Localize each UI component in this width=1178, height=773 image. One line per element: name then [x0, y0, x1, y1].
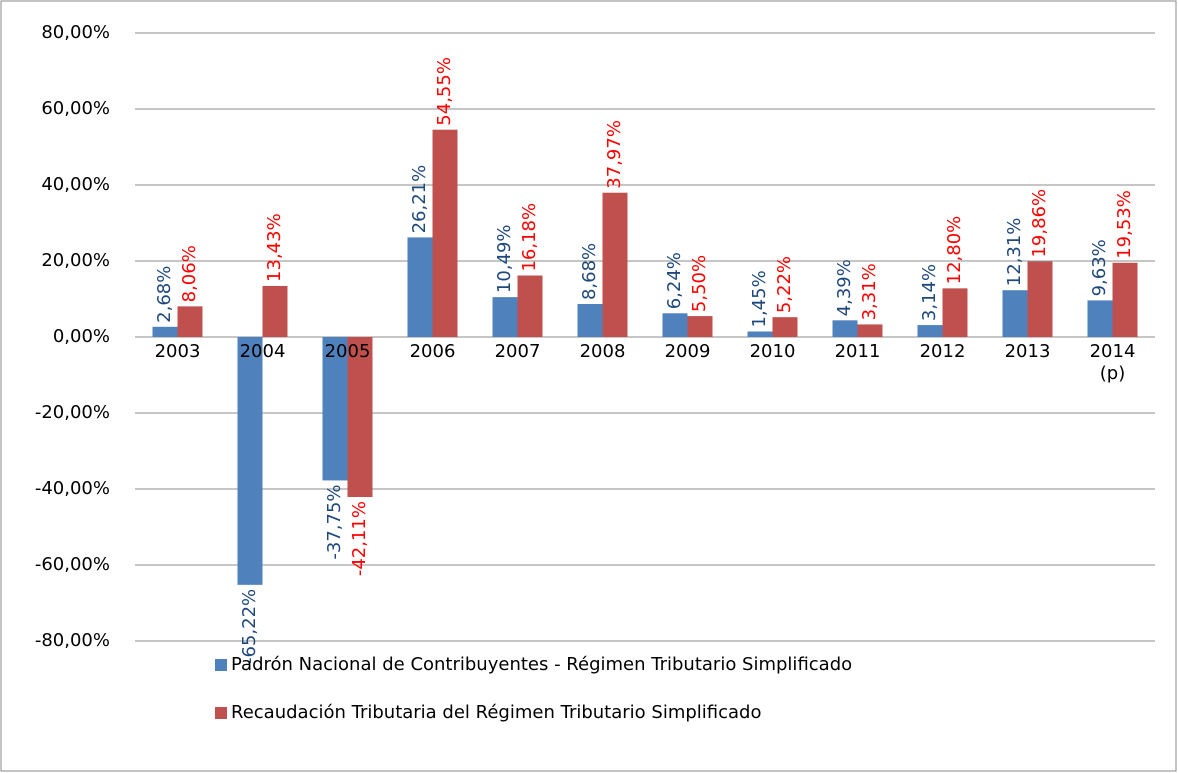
y-tick-label: 60,00%	[41, 98, 110, 119]
legend-swatch	[215, 707, 227, 719]
y-tick-label: -80,00%	[35, 630, 110, 651]
value-label: 6,24%	[664, 252, 685, 309]
value-label: 4,39%	[834, 259, 855, 316]
x-tick-label: 2012	[919, 341, 966, 362]
value-label: 9,63%	[1089, 239, 1110, 296]
bar	[1027, 261, 1053, 337]
bar	[577, 304, 603, 337]
bar	[747, 331, 773, 337]
bar	[237, 337, 263, 585]
x-tick-label: 2013	[1004, 341, 1051, 362]
legend-label: Recaudación Tributaria del Régimen Tribu…	[231, 702, 762, 723]
bar	[492, 297, 518, 337]
y-tick-label: 0,00%	[53, 326, 110, 347]
y-tick-label: 20,00%	[41, 250, 110, 271]
value-label: 5,50%	[689, 255, 710, 312]
y-tick-label: -40,00%	[35, 478, 110, 499]
y-tick-label: -60,00%	[35, 554, 110, 575]
bar	[832, 320, 858, 337]
legend-label: Padrón Nacional de Contribuyentes - Régi…	[231, 654, 852, 675]
legend-swatch	[215, 659, 227, 671]
value-label: 37,97%	[604, 120, 625, 189]
value-label: -37,75%	[324, 484, 345, 559]
y-tick-label: 80,00%	[41, 22, 110, 43]
value-label: 54,55%	[434, 57, 455, 126]
x-tick-label: 2004	[239, 341, 286, 362]
value-label: 3,31%	[859, 263, 880, 320]
value-label: 16,18%	[519, 203, 540, 272]
bar	[152, 326, 178, 337]
x-tick-label: 2008	[579, 341, 626, 362]
bar	[917, 325, 943, 337]
bar	[772, 317, 798, 337]
value-label: 8,68%	[579, 243, 600, 300]
bar	[177, 306, 203, 337]
x-tick-label: 2003	[154, 341, 201, 362]
bar	[602, 192, 628, 337]
x-tick-label: 2005	[324, 341, 371, 362]
value-label: 12,31%	[1004, 218, 1025, 287]
bar	[942, 288, 968, 337]
value-label: 19,86%	[1029, 189, 1050, 258]
value-label: 3,14%	[919, 264, 940, 321]
bar	[1087, 300, 1113, 337]
y-tick-label: 40,00%	[41, 174, 110, 195]
y-tick-label: -20,00%	[35, 402, 110, 423]
x-tick-label: 2006	[409, 341, 456, 362]
value-label: 8,06%	[179, 245, 200, 302]
bar	[857, 324, 883, 337]
value-label: 1,45%	[749, 270, 770, 327]
bar	[687, 316, 713, 337]
value-label: -42,11%	[349, 501, 370, 576]
value-label: 5,22%	[774, 256, 795, 313]
bar	[407, 237, 433, 337]
x-tick-label: 2007	[494, 341, 541, 362]
bar	[517, 275, 543, 337]
value-label: 2,68%	[154, 266, 175, 323]
x-tick-label: 2009	[664, 341, 711, 362]
x-tick-label: 2010	[749, 341, 796, 362]
bar	[262, 285, 288, 337]
bar	[322, 337, 348, 481]
bar	[347, 337, 373, 498]
x-tick-label: 2011	[834, 341, 881, 362]
value-label: 10,49%	[494, 224, 515, 293]
value-label: -65,22%	[239, 589, 260, 664]
value-label: 26,21%	[409, 165, 430, 234]
value-label: 12,80%	[944, 216, 965, 285]
value-label: 19,53%	[1114, 190, 1135, 259]
bar	[432, 129, 458, 337]
bar	[662, 313, 688, 337]
x-tick-label: 2014 (p)	[1089, 341, 1136, 384]
bar	[1112, 262, 1138, 337]
value-label: 13,43%	[264, 213, 285, 282]
bar	[1002, 290, 1028, 337]
